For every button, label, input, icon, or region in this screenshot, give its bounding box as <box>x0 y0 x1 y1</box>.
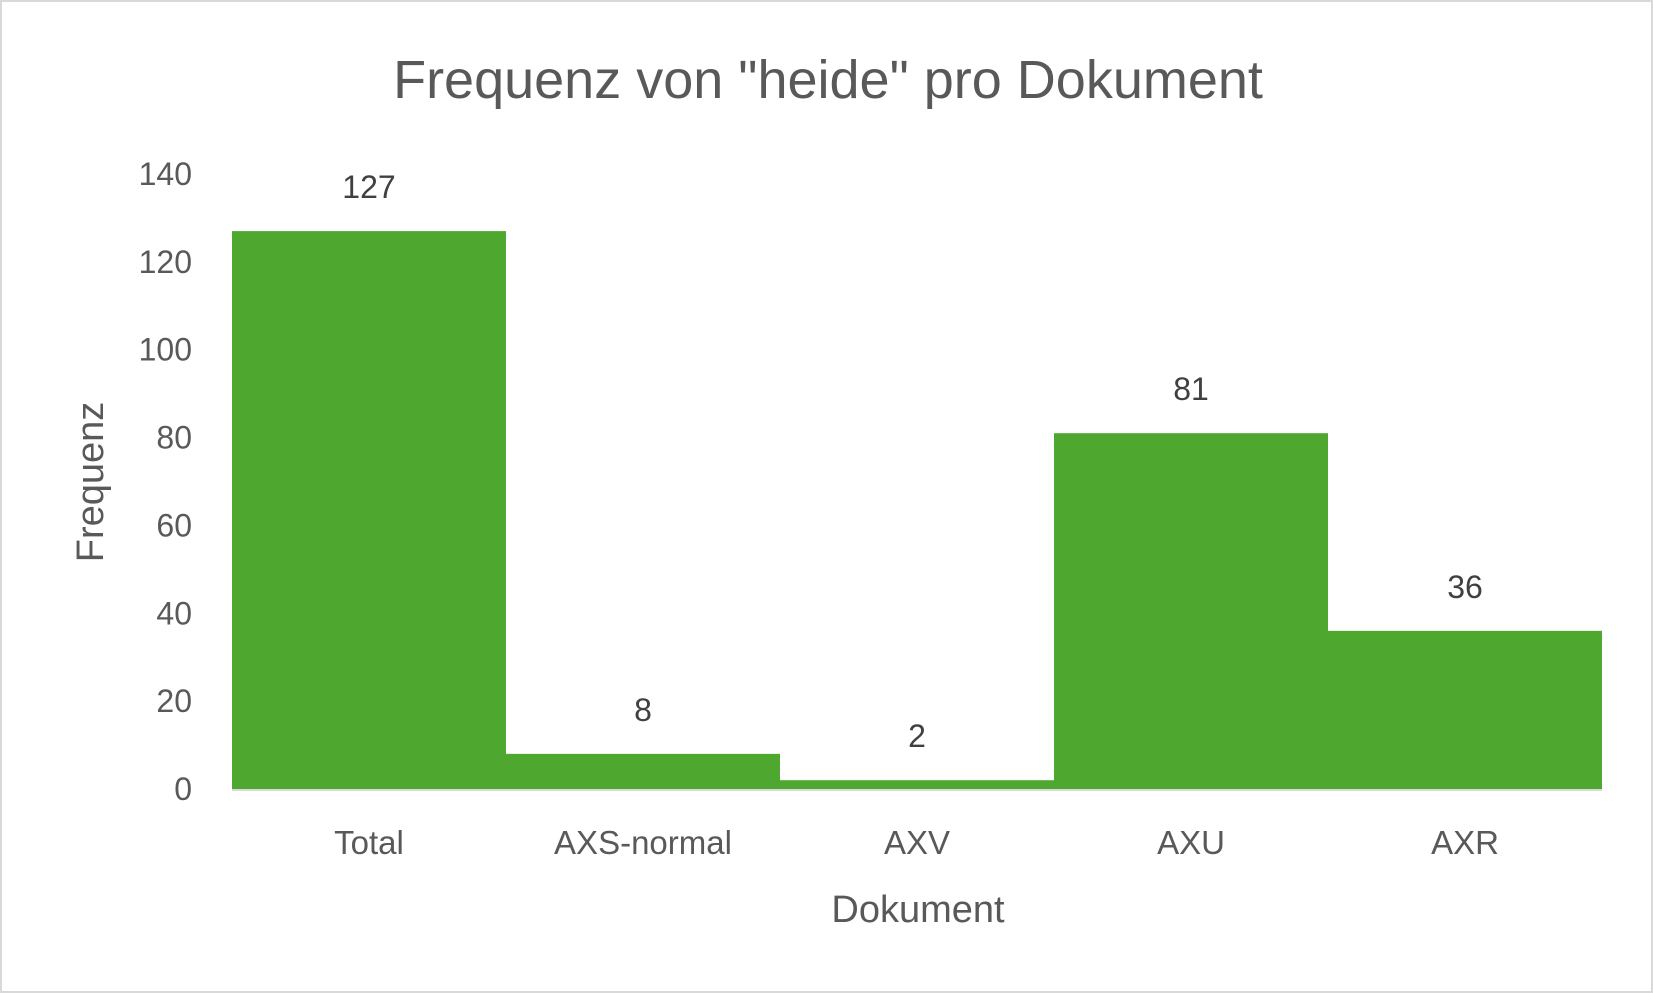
data-label: 36 <box>1447 569 1483 605</box>
y-tick-label: 40 <box>156 595 192 631</box>
bar-total <box>232 231 506 789</box>
bar-axr <box>1328 630 1602 789</box>
y-tick-label: 60 <box>156 507 192 543</box>
x-axis-title: Dokument <box>831 889 1005 931</box>
bars <box>232 231 1602 789</box>
x-tick-label: AXR <box>1431 824 1499 861</box>
bar-axv <box>780 780 1054 789</box>
x-axis-categories: Total AXS-normal AXV AXU AXR <box>334 824 1499 861</box>
y-tick-label: 100 <box>139 332 192 368</box>
y-axis-title: Frequenz <box>70 402 112 563</box>
y-axis-ticks: 0 20 40 60 80 100 120 140 <box>139 156 192 807</box>
data-label: 2 <box>908 718 926 754</box>
x-tick-label: AXS-normal <box>554 824 732 861</box>
x-tick-label: Total <box>334 824 404 861</box>
chart-title: Frequenz von "heide" pro Dokument <box>393 50 1263 110</box>
y-tick-label: 0 <box>174 771 192 807</box>
y-tick-label: 20 <box>156 683 192 719</box>
data-label: 8 <box>634 692 652 728</box>
data-label: 127 <box>342 169 395 205</box>
bar-axu <box>1054 433 1328 789</box>
y-tick-label: 80 <box>156 420 192 456</box>
bar-axs-normal <box>506 753 780 789</box>
y-tick-label: 140 <box>139 156 192 192</box>
y-tick-label: 120 <box>139 244 192 280</box>
data-labels: 127 8 2 81 36 <box>342 169 1482 754</box>
x-tick-label: AXU <box>1157 824 1225 861</box>
x-tick-label: AXV <box>884 824 950 861</box>
data-label: 81 <box>1173 371 1209 407</box>
